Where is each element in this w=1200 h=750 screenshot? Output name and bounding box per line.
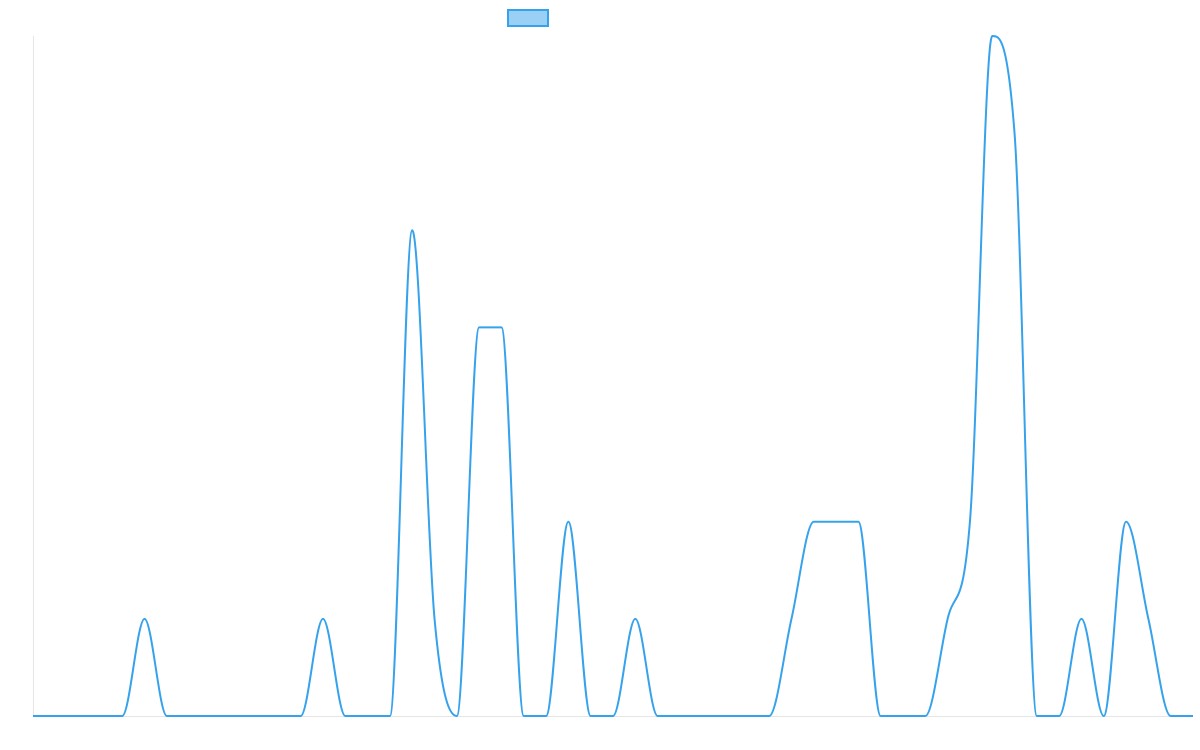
data-point[interactable] xyxy=(409,227,415,233)
data-point[interactable] xyxy=(97,713,103,719)
data-point[interactable] xyxy=(833,519,839,525)
data-point[interactable] xyxy=(1012,130,1018,136)
data-point[interactable] xyxy=(989,33,995,39)
data-point[interactable] xyxy=(766,713,772,719)
data-point[interactable] xyxy=(342,713,348,719)
data-point[interactable] xyxy=(476,324,482,330)
data-point[interactable] xyxy=(565,519,571,525)
series-line-0[interactable] xyxy=(33,35,1193,717)
data-point[interactable] xyxy=(142,616,148,622)
data-point[interactable] xyxy=(164,713,170,719)
data-point[interactable] xyxy=(30,713,36,719)
data-point[interactable] xyxy=(655,713,661,719)
data-point[interactable] xyxy=(922,713,928,719)
data-point[interactable] xyxy=(588,713,594,719)
data-point[interactable] xyxy=(186,713,192,719)
data-point[interactable] xyxy=(1078,616,1084,622)
data-point[interactable] xyxy=(1101,713,1107,719)
data-point[interactable] xyxy=(119,713,125,719)
data-point[interactable] xyxy=(521,713,527,719)
data-point[interactable] xyxy=(610,713,616,719)
data-point[interactable] xyxy=(900,713,906,719)
data-point[interactable] xyxy=(231,713,237,719)
data-point[interactable] xyxy=(878,713,884,719)
data-point[interactable] xyxy=(365,713,371,719)
data-point[interactable] xyxy=(722,713,728,719)
data-point[interactable] xyxy=(632,616,638,622)
data-point[interactable] xyxy=(1123,519,1129,525)
data-point[interactable] xyxy=(1056,713,1062,719)
data-point[interactable] xyxy=(744,713,750,719)
data-point[interactable] xyxy=(208,713,214,719)
legend[interactable] xyxy=(507,9,549,27)
data-point[interactable] xyxy=(498,324,504,330)
data-point[interactable] xyxy=(699,713,705,719)
data-point[interactable] xyxy=(1145,616,1151,622)
data-point[interactable] xyxy=(543,713,549,719)
data-point[interactable] xyxy=(788,616,794,622)
data-point[interactable] xyxy=(855,519,861,525)
data-point[interactable] xyxy=(298,713,304,719)
data-point[interactable] xyxy=(275,713,281,719)
data-point[interactable] xyxy=(253,713,259,719)
series-layer xyxy=(30,33,1196,719)
data-point[interactable] xyxy=(387,713,393,719)
data-point[interactable] xyxy=(945,616,951,622)
data-point[interactable] xyxy=(454,713,460,719)
data-point[interactable] xyxy=(811,519,817,525)
data-point[interactable] xyxy=(677,713,683,719)
data-point[interactable] xyxy=(1168,713,1174,719)
legend-swatch-0[interactable] xyxy=(507,9,549,27)
data-point[interactable] xyxy=(432,616,438,622)
data-point[interactable] xyxy=(75,713,81,719)
data-point[interactable] xyxy=(967,519,973,525)
data-point[interactable] xyxy=(52,713,58,719)
data-point[interactable] xyxy=(1034,713,1040,719)
data-point[interactable] xyxy=(320,616,326,622)
data-point[interactable] xyxy=(1190,713,1196,719)
